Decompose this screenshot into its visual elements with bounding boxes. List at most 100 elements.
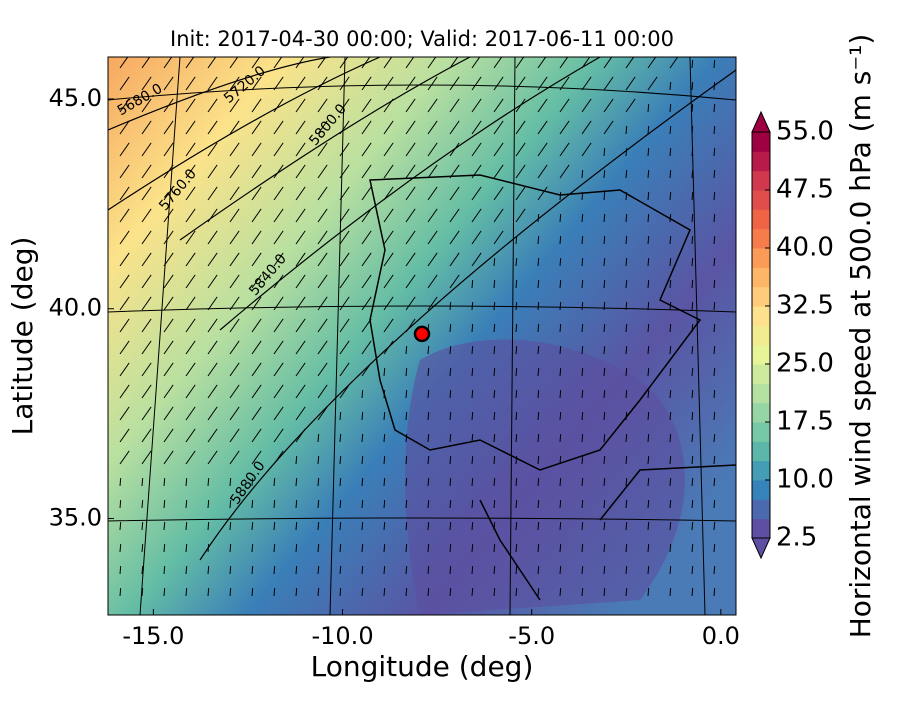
wind-arrow [141, 362, 152, 377]
wind-arrow [471, 252, 482, 267]
wind-arrow [251, 142, 262, 157]
wind-arrow [229, 318, 240, 333]
wind-arrow [625, 543, 628, 553]
wind-arrow [581, 191, 584, 201]
colorbar-tick-label: 2.5 [776, 523, 817, 553]
wind-arrow [383, 587, 386, 597]
wind-arrow [713, 521, 716, 531]
wind-arrow [295, 164, 306, 179]
wind-arrow [713, 323, 716, 333]
wind-arrow [625, 455, 628, 465]
wind-arrow [603, 213, 606, 223]
wind-arrow [471, 186, 482, 201]
wind-arrow [691, 279, 694, 289]
wind-arrow [163, 296, 174, 311]
wind-arrow [647, 433, 650, 443]
wind-arrow [295, 142, 306, 157]
wind-arrow [427, 252, 438, 267]
wind-arrow [207, 208, 218, 223]
wind-arrow [559, 411, 562, 421]
wind-arrow [251, 186, 262, 201]
wind-arrow [493, 257, 496, 267]
wind-arrow [647, 191, 650, 201]
wind-arrow [691, 191, 694, 201]
wind-arrow [669, 301, 672, 311]
wind-arrow [317, 565, 320, 575]
wind-arrow [625, 389, 628, 399]
wind-arrow [691, 411, 694, 421]
wind-arrow [493, 543, 496, 553]
wind-arrow [603, 455, 606, 465]
wind-arrow [339, 318, 350, 333]
wind-arrow [207, 499, 210, 509]
wind-arrow [449, 142, 460, 157]
wind-arrow [185, 296, 196, 311]
wind-arrow [185, 98, 196, 113]
wind-arrow [251, 406, 262, 421]
colorbar-band [752, 480, 770, 500]
wind-arrow [691, 213, 694, 223]
wind-arrow [713, 257, 716, 267]
wind-arrow [361, 252, 372, 267]
colorbar-band [752, 190, 770, 210]
wind-arrow [405, 499, 408, 509]
wind-arrow [273, 142, 284, 157]
wind-arrow [713, 543, 716, 553]
wind-arrow [625, 587, 628, 597]
wind-arrow [163, 543, 166, 553]
wind-arrow [537, 186, 548, 201]
wind-arrow [713, 565, 716, 575]
wind-arrow [383, 208, 394, 223]
wind-arrow [449, 208, 460, 223]
wind-arrow [229, 340, 240, 355]
wind-arrow [163, 120, 174, 135]
wind-arrow [493, 279, 496, 289]
wind-arrow [405, 318, 416, 333]
wind-arrow [669, 213, 672, 223]
wind-arrow [515, 301, 518, 311]
wind-arrow [119, 565, 122, 575]
wind-arrow [141, 428, 152, 443]
wind-arrow [427, 345, 430, 355]
wind-arrow [625, 191, 628, 201]
wind-arrow [713, 389, 716, 399]
wind-arrow [317, 406, 328, 421]
wind-arrow [251, 164, 262, 179]
wind-arrow [515, 587, 518, 597]
wind-arrow [603, 565, 606, 575]
wind-arrow [647, 477, 650, 487]
wind-arrow [361, 411, 364, 421]
wind-arrow [207, 252, 218, 267]
wind-arrow [647, 257, 650, 267]
wind-arrow [581, 411, 584, 421]
wind-arrow [603, 521, 606, 531]
wind-arrow [207, 565, 210, 575]
wind-arrow [493, 76, 504, 91]
wind-arrow [537, 499, 540, 509]
wind-arrow [559, 345, 562, 355]
wind-arrow [713, 433, 716, 443]
wind-arrow [559, 164, 570, 179]
wind-arrow [559, 323, 562, 333]
wind-arrow [361, 164, 372, 179]
wind-arrow [251, 98, 262, 113]
wind-arrow [339, 499, 342, 509]
wind-arrow [405, 543, 408, 553]
wind-arrow [449, 301, 452, 311]
wind-arrow [691, 59, 694, 69]
colorbar-extend [751, 537, 771, 560]
wind-arrow [559, 543, 562, 553]
wind-arrow [603, 191, 606, 201]
wind-arrow [251, 274, 262, 289]
wind-arrow [383, 499, 386, 509]
wind-arrow [669, 543, 672, 553]
wind-arrow [185, 543, 188, 553]
wind-arrow [119, 252, 130, 267]
wind-arrow [185, 252, 196, 267]
wind-arrow [427, 433, 430, 443]
wind-arrow [295, 340, 306, 355]
wind-arrow [141, 274, 152, 289]
wind-arrow [383, 455, 386, 465]
wind-arrow [383, 543, 386, 553]
wind-arrow [383, 164, 394, 179]
